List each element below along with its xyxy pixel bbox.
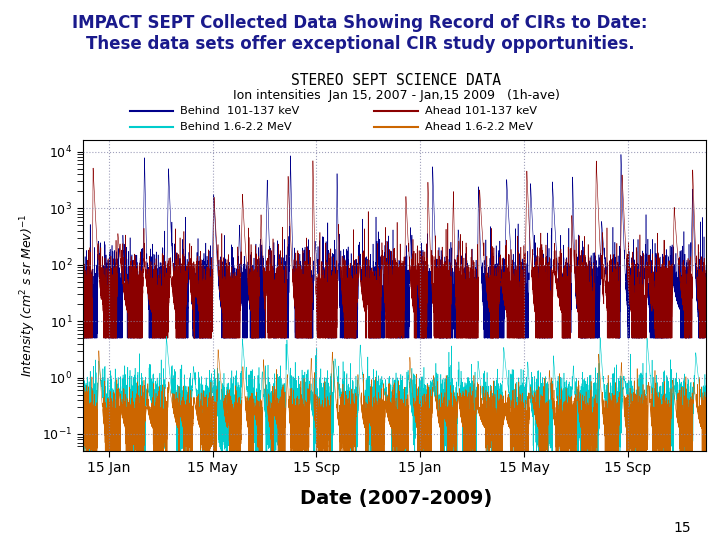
Text: Behind 1.6-2.2 MeV: Behind 1.6-2.2 MeV <box>180 122 292 132</box>
Text: Ahead 101-137 keV: Ahead 101-137 keV <box>425 106 537 116</box>
Text: These data sets offer exceptional CIR study opportunities.: These data sets offer exceptional CIR st… <box>86 35 634 53</box>
Text: Ahead 1.6-2.2 MeV: Ahead 1.6-2.2 MeV <box>425 122 533 132</box>
Y-axis label: Intensity (cm$^2$ s sr Mev)$^{-1}$: Intensity (cm$^2$ s sr Mev)$^{-1}$ <box>19 214 38 377</box>
Text: 15: 15 <box>674 521 691 535</box>
Text: STEREO SEPT SCIENCE DATA: STEREO SEPT SCIENCE DATA <box>291 73 501 88</box>
Text: IMPACT SEPT Collected Data Showing Record of CIRs to Date:: IMPACT SEPT Collected Data Showing Recor… <box>72 14 648 31</box>
Text: Date (2007-2009): Date (2007-2009) <box>300 489 492 508</box>
Text: Behind  101-137 keV: Behind 101-137 keV <box>180 106 300 116</box>
Text: Ion intensities  Jan 15, 2007 - Jan,15 2009   (1h-ave): Ion intensities Jan 15, 2007 - Jan,15 20… <box>233 89 559 102</box>
